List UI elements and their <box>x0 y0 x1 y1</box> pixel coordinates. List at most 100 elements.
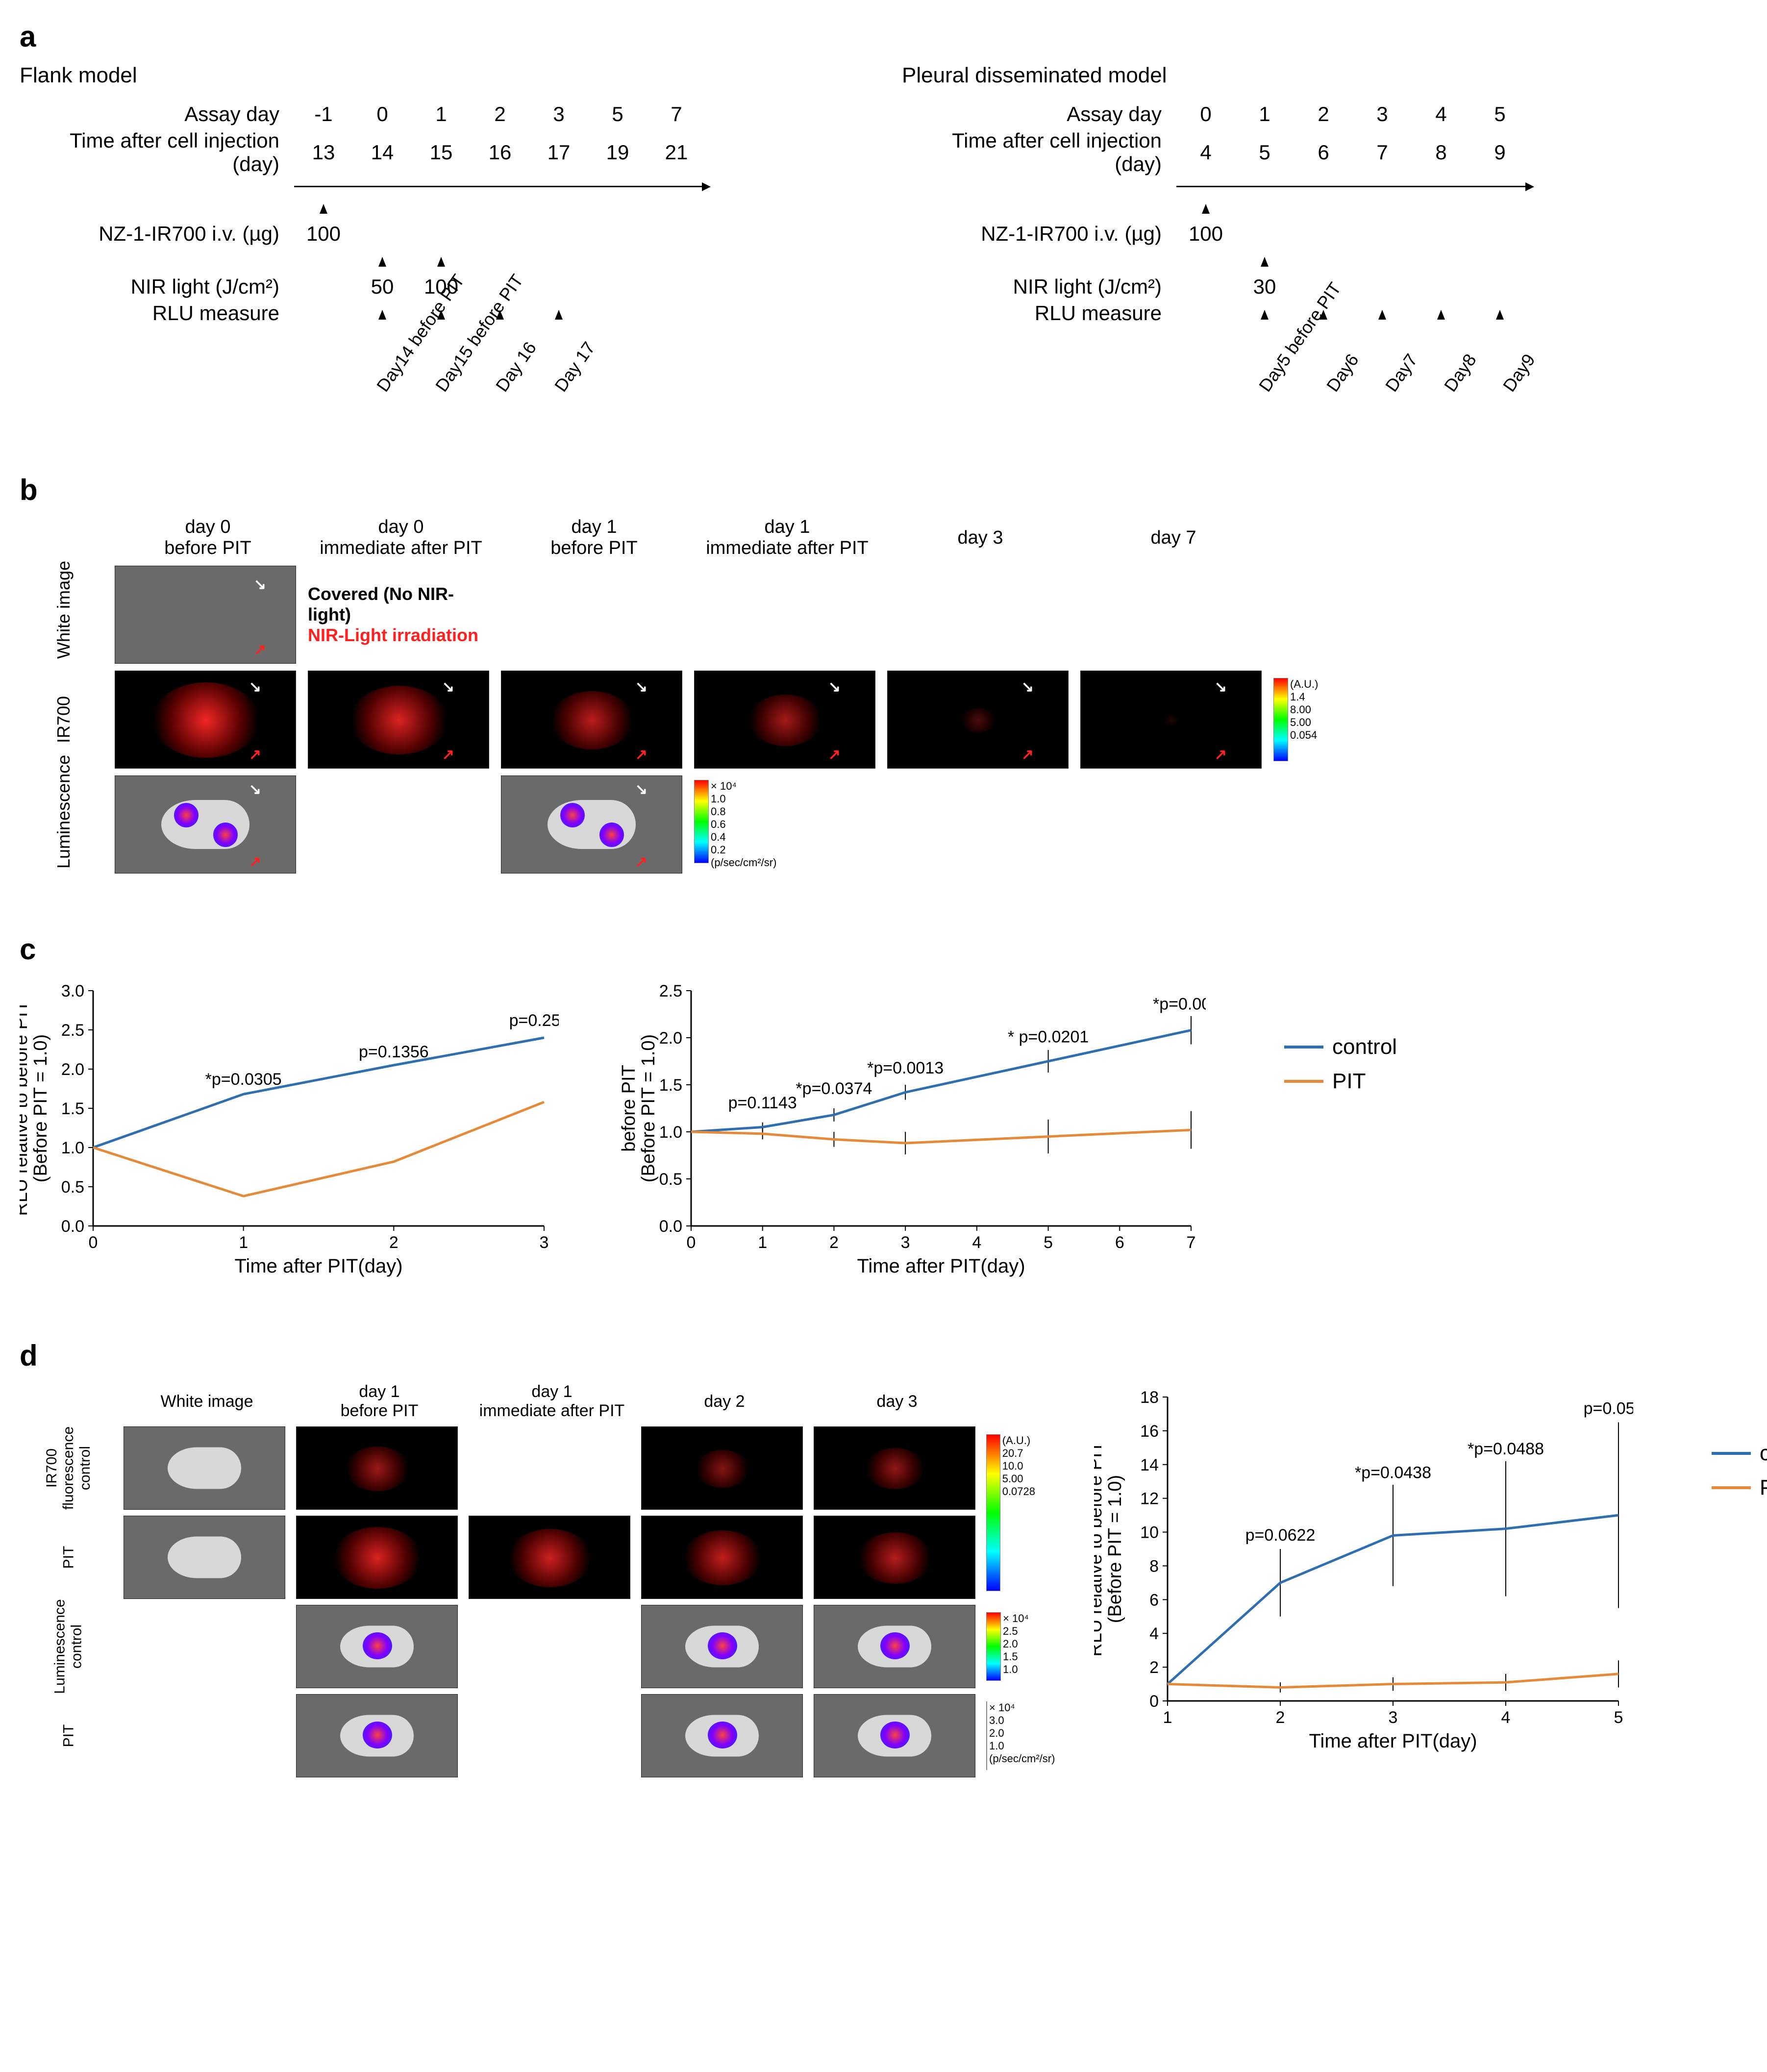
svg-text:1.5: 1.5 <box>61 1099 84 1118</box>
schedule-cell: 7 <box>647 102 706 126</box>
svg-text:Time after PIT(day): Time after PIT(day) <box>234 1255 402 1277</box>
luminescence-box <box>296 1605 458 1688</box>
ir700-image-box: ↘↗ <box>1080 671 1262 769</box>
svg-text:5: 5 <box>1614 1708 1623 1727</box>
schedule-row: RLU measure <box>902 301 1637 325</box>
luminescence-box <box>641 1694 803 1777</box>
lum-colorbar-d1: × 10⁴2.52.01.51.0 <box>986 1612 1035 1681</box>
luminescence-image-box: ↘↗ <box>501 775 682 874</box>
legend-swatch <box>1712 1452 1751 1455</box>
svg-text:0.0: 0.0 <box>659 1217 682 1236</box>
panel-d-column-header: day 2 <box>641 1392 808 1411</box>
ir700-fluor-box <box>641 1516 803 1599</box>
svg-text:RLU relative to before PIT(Bef: RLU relative to before PIT(Before PIT = … <box>20 1000 51 1216</box>
white-arrow-icon: ↘ <box>249 781 261 798</box>
svg-text:3: 3 <box>540 1233 549 1252</box>
covered-note: Covered (No NIR-light) <box>308 584 494 625</box>
panel-b-column-header: day 7 <box>1080 527 1267 549</box>
legend-item: PIT <box>1284 1069 1397 1094</box>
schedule-row: Assay day-1012357 <box>20 102 755 126</box>
red-arrow-icon: ↗ <box>1021 746 1034 763</box>
schedule-cell: 7 <box>1353 141 1412 164</box>
svg-text:2: 2 <box>1276 1708 1285 1727</box>
schedule-cell <box>1176 196 1235 219</box>
nir-note: NIR-Light irradiation <box>308 625 494 646</box>
arrowhead-icon <box>702 182 711 191</box>
panel-b-column-header: day 1 before PIT <box>501 517 687 559</box>
row-label-white-image: White image <box>53 571 74 659</box>
svg-text:3.0: 3.0 <box>61 982 84 1000</box>
svg-text:1: 1 <box>758 1233 767 1252</box>
svg-text:1.0: 1.0 <box>61 1139 84 1157</box>
svg-text:*p=0.0305: *p=0.0305 <box>205 1070 282 1089</box>
schedule-cell: 19 <box>588 141 647 164</box>
red-arrow-icon: ↗ <box>828 746 841 763</box>
schedule-row-label: NIR light (J/cm²) <box>902 275 1176 299</box>
legend-label: PIT <box>1332 1069 1366 1094</box>
svg-text:3: 3 <box>1389 1708 1398 1727</box>
svg-text:6: 6 <box>1149 1591 1159 1609</box>
ir700-image-box: ↘↗ <box>115 671 296 769</box>
svg-text:2.0: 2.0 <box>659 1029 682 1048</box>
ir700-fluor-box <box>814 1426 975 1510</box>
schedule-cell: 0 <box>353 102 412 126</box>
red-arrow-icon: ↗ <box>442 746 454 763</box>
panel-d-column-header: day 1 immediate after PIT <box>469 1382 635 1421</box>
rlu-mark <box>294 330 353 350</box>
legend-d: controlPIT <box>1712 1441 1767 1500</box>
svg-text:4: 4 <box>1501 1708 1511 1727</box>
svg-text:Time after PIT(day): Time after PIT(day) <box>1309 1730 1477 1752</box>
row-sublabel: PIT <box>60 1546 77 1569</box>
up-arrow-icon <box>555 310 563 320</box>
arrowhead-icon <box>1525 182 1534 191</box>
svg-text:0.5: 0.5 <box>61 1178 84 1197</box>
schedule-row: Assay day012345 <box>902 102 1637 126</box>
schedule-cell: 0 <box>1176 102 1235 126</box>
svg-text:1: 1 <box>1163 1708 1172 1727</box>
up-arrow-icon <box>1437 310 1445 320</box>
up-arrow-icon <box>1496 310 1504 320</box>
lum-colorbar: × 10⁴1.00.80.60.40.2(p/sec/cm²/sr) <box>694 780 880 869</box>
schedule-cell: 5 <box>1470 102 1529 126</box>
schedule-cell <box>294 196 353 219</box>
schedule-row-label: NZ-1-IR700 i.v. (µg) <box>902 222 1176 246</box>
svg-text:p=0.0622: p=0.0622 <box>1245 1526 1316 1545</box>
rlu-mark <box>647 330 706 350</box>
luminescence-box <box>296 1694 458 1777</box>
legend-c: controlPIT <box>1284 1035 1397 1094</box>
flank-title: Flank model <box>20 63 755 88</box>
svg-text:0: 0 <box>89 1233 98 1252</box>
red-arrow-icon: ↗ <box>635 746 647 763</box>
up-arrow-icon <box>1261 310 1269 320</box>
ir700-image-box: ↘↗ <box>694 671 875 769</box>
red-arrow-icon: ↗ <box>249 853 261 871</box>
rlu-mark: Day7 <box>1353 330 1412 350</box>
panel-d-label: d <box>20 1339 1747 1373</box>
legend-swatch <box>1284 1046 1323 1048</box>
timeline <box>1176 181 1549 191</box>
schedule-cell: 16 <box>471 141 529 164</box>
rlu-mark <box>588 330 647 350</box>
row-sublabel: Luminescence control <box>52 1599 85 1694</box>
svg-text:p=0.0528: p=0.0528 <box>1584 1399 1633 1418</box>
panel-b-column-header: day 0 before PIT <box>115 517 301 559</box>
luminescence-image-box: ↘↗ <box>115 775 296 874</box>
ir700-fluor-box <box>296 1516 458 1599</box>
svg-text:*p=0.0050: *p=0.0050 <box>1153 995 1206 1013</box>
svg-text:14: 14 <box>1140 1456 1159 1474</box>
schedule-cell: 6 <box>1294 141 1353 164</box>
svg-text:7: 7 <box>1187 1233 1196 1252</box>
panel-d-imaging-grid: White imageday 1 before PITday 1 immedia… <box>20 1382 1035 1777</box>
schedule-cell: 3 <box>1353 102 1412 126</box>
ir700-image-box: ↘↗ <box>887 671 1069 769</box>
panel-d: d White imageday 1 before PITday 1 immed… <box>20 1339 1747 1777</box>
schedule-cell: 3 <box>529 102 588 126</box>
svg-text:4: 4 <box>1149 1624 1159 1643</box>
svg-text:0: 0 <box>687 1233 696 1252</box>
schedule-cell <box>353 249 412 272</box>
up-arrow-icon <box>1261 257 1269 267</box>
ir700-fluor-box <box>814 1516 975 1599</box>
rlu-mark: Day 17 <box>529 330 588 350</box>
panel-b-column-header: day 1 immediate after PIT <box>694 517 880 559</box>
svg-text:*p=0.0013: *p=0.0013 <box>867 1059 944 1077</box>
